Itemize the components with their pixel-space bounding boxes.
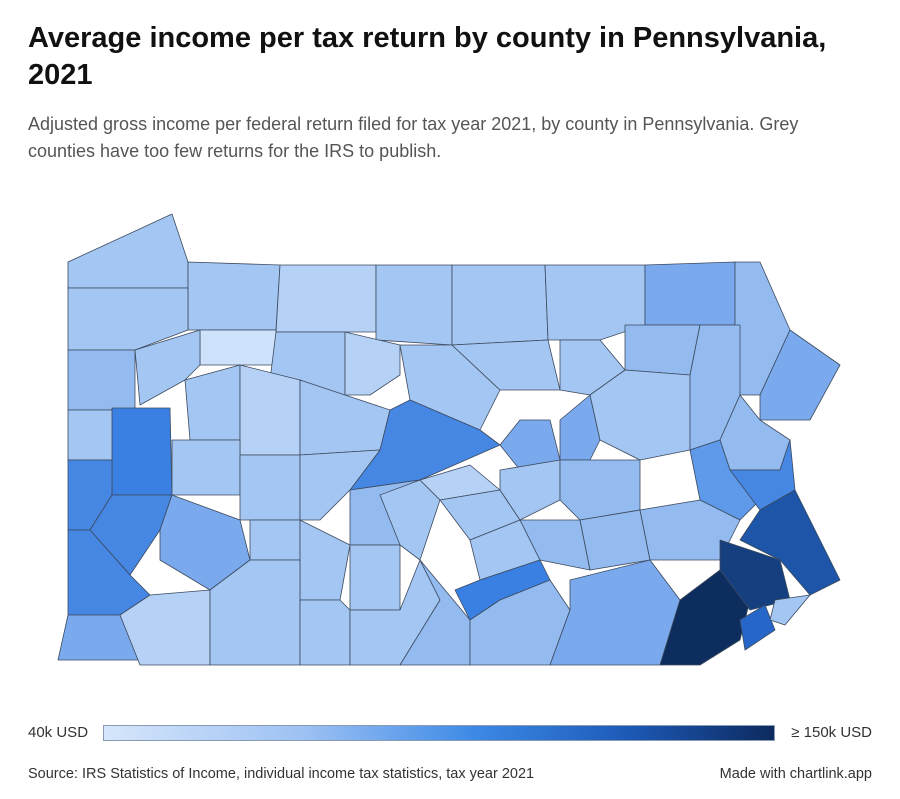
county-lackawanna[interactable] — [624, 324, 701, 376]
county-lebanon[interactable] — [579, 509, 651, 571]
county-union[interactable] — [499, 419, 561, 471]
county-huntingdon[interactable] — [379, 479, 441, 561]
county-indiana[interactable] — [239, 454, 301, 521]
county-bedford[interactable] — [299, 519, 351, 601]
county-pike[interactable] — [759, 329, 841, 421]
credit-link[interactable]: Made with chartlink.app — [719, 766, 872, 782]
county-northampton[interactable] — [729, 439, 796, 511]
county-northumberland[interactable] — [559, 394, 601, 461]
county-berks[interactable] — [639, 499, 741, 561]
county-bradford[interactable] — [544, 264, 646, 341]
county-venango[interactable] — [134, 329, 201, 406]
county-montgomery[interactable] — [719, 539, 791, 611]
county-armstrong[interactable] — [171, 439, 241, 496]
legend-max-label: ≥ 150k USD — [791, 724, 872, 741]
county-franklin[interactable] — [299, 599, 351, 666]
map-subtitle: Adjusted gross income per federal return… — [28, 114, 799, 161]
county-clarion[interactable] — [184, 364, 241, 441]
county-mercer[interactable] — [67, 349, 136, 411]
source-note: Source: IRS Statistics of Income, indivi… — [28, 766, 535, 782]
county-cambria[interactable] — [299, 449, 381, 521]
county-erie[interactable] — [67, 213, 189, 289]
county-philadelphia[interactable] — [769, 594, 811, 626]
county-potter[interactable] — [375, 264, 453, 346]
pennsylvania-county-map — [57, 213, 841, 666]
county-lycoming[interactable] — [399, 344, 501, 431]
county-tioga[interactable] — [451, 264, 549, 346]
county-somerset[interactable] — [249, 519, 301, 561]
county-cameron[interactable] — [344, 331, 401, 396]
county-mckean[interactable] — [275, 264, 377, 333]
county-lancaster[interactable] — [549, 559, 681, 666]
county-allegheny[interactable] — [89, 494, 173, 576]
county-butler[interactable] — [111, 407, 173, 496]
county-warren[interactable] — [187, 261, 281, 331]
county-susquehanna[interactable] — [644, 261, 736, 326]
county-crawford[interactable] — [67, 287, 189, 351]
legend-color-scale — [103, 725, 775, 741]
county-fulton[interactable] — [349, 544, 401, 611]
legend-min-label: 40k USD — [28, 724, 89, 741]
county-forest[interactable] — [199, 329, 277, 366]
county-adams[interactable] — [399, 559, 471, 666]
county-delaware[interactable] — [739, 604, 776, 651]
county-jefferson[interactable] — [239, 364, 301, 456]
county-schuylkill[interactable] — [559, 459, 641, 521]
county-snyder[interactable] — [499, 459, 561, 521]
map-title: Average income per tax return by county … — [28, 22, 827, 91]
